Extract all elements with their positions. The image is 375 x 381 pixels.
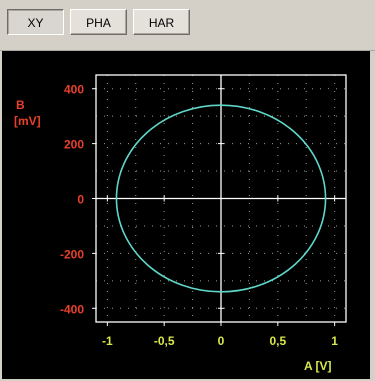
y-tick-label: -200	[60, 247, 84, 261]
y-tick-labels: 400 200 0 -200 -400	[60, 83, 84, 317]
y-tick-label: -400	[60, 302, 84, 316]
xy-plot-panel: 400 200 0 -200 -400 -1 -0,5 0 0,5 1 B [mV] A [V]	[2, 51, 370, 379]
x-tick-label: -0,5	[154, 334, 175, 348]
plot-grid	[96, 75, 346, 322]
y-tick-label: 200	[64, 138, 84, 152]
x-tick-label: -1	[102, 334, 113, 348]
plot-axes	[92, 75, 346, 326]
x-tick-label: 0,5	[269, 334, 286, 348]
x-tick-label: 1	[331, 334, 338, 348]
xy-trace-ellipse	[115, 104, 327, 293]
xy-plot: 400 200 0 -200 -400 -1 -0,5 0 0,5 1 B [mV] A [V]	[2, 51, 370, 379]
plot-traces	[115, 104, 327, 293]
x-tick-label: 0	[218, 334, 225, 348]
y-axis-label-line1: B	[16, 98, 25, 112]
x-tick-labels: -1 -0,5 0 0,5 1	[102, 334, 338, 348]
y-tick-label: 0	[77, 193, 84, 207]
xy-mode-button[interactable]: XY	[7, 9, 64, 35]
y-tick-label: 400	[64, 83, 84, 97]
toolbar: XY PHA HAR	[0, 0, 375, 51]
har-mode-button[interactable]: HAR	[133, 9, 190, 35]
x-axis-label: A [V]	[304, 359, 332, 373]
pha-mode-button[interactable]: PHA	[70, 9, 127, 35]
bottom-strip	[0, 379, 375, 381]
y-axis-label-line2: [mV]	[14, 114, 41, 128]
plot-background	[2, 51, 370, 379]
